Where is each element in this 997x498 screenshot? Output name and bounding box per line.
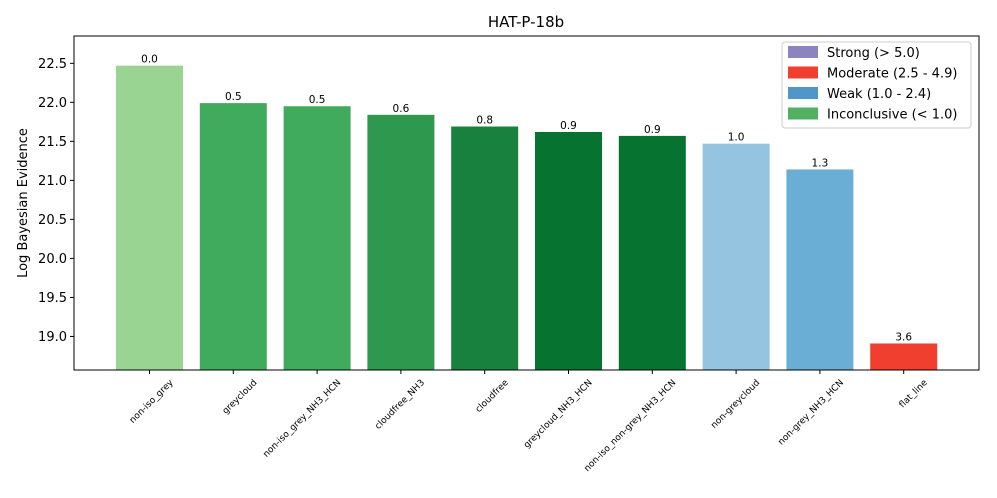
bar-cloudfree xyxy=(451,126,519,370)
bar-cloudfree_NH3 xyxy=(367,114,435,371)
y-tick-label: 22.5 xyxy=(38,57,67,72)
legend-swatch xyxy=(788,66,818,79)
x-tick-label: non-iso_grey xyxy=(128,378,176,426)
x-tick-label: cloudfree_NH3 xyxy=(373,378,427,432)
bar-value-label: 0.5 xyxy=(225,91,242,103)
y-tick-label: 21.5 xyxy=(38,135,67,150)
legend-label: Weak (1.0 - 2.4) xyxy=(827,87,931,102)
x-tick-label: greycloud xyxy=(221,378,260,417)
y-axis-ticks: 19.0 19.5 20.0 20.5 21.0 21.5 22.0 22.5 xyxy=(38,57,74,345)
bar-value-label: 0.9 xyxy=(560,120,577,132)
x-tick-label: flat_line xyxy=(898,378,930,410)
bar-value-label: 3.6 xyxy=(895,331,912,343)
bar-value-label: 1.0 xyxy=(728,132,745,144)
bar-non-greycloud xyxy=(702,143,770,370)
bar-value-label: 0.8 xyxy=(476,115,493,127)
y-axis-label: Log Bayesian Evidence xyxy=(16,128,31,278)
bar-non-grey_NH3_HCN xyxy=(786,169,854,370)
plot-frame xyxy=(73,35,980,371)
x-axis-ticks: non-iso_grey greycloud non-iso_grey_NH3_HC… xyxy=(128,370,930,474)
bar-value-label: 0.6 xyxy=(393,103,410,115)
legend: Strong (> 5.0) Moderate (2.5 - 4.9) Weak (… xyxy=(781,41,972,129)
bar-non-iso_grey_NH3_HCN xyxy=(283,106,351,370)
y-tick-label: 20.5 xyxy=(38,213,67,228)
chart-title: HAT-P-18b xyxy=(488,13,564,31)
bar-greycloud xyxy=(199,103,267,370)
bar-value-label: 1.3 xyxy=(812,157,829,169)
bar-labels-group: 0.0 0.5 0.5 0.6 0.8 0.9 0.9 1.0 1.3 3.6 xyxy=(141,54,912,344)
legend-swatch xyxy=(788,87,818,99)
x-tick-label: non-iso_non-grey_NH3_HCN xyxy=(583,378,679,474)
x-tick-label: greycloud_NH3_HCN xyxy=(522,378,594,450)
bar-non-iso_grey xyxy=(116,65,183,370)
x-tick-label: non-greycloud xyxy=(709,378,762,431)
legend-label: Moderate (2.5 - 4.9) xyxy=(827,67,957,82)
bar-value-label: 0.9 xyxy=(644,124,661,136)
legend-label: Inconclusive (< 1.0) xyxy=(827,108,957,123)
legend-box xyxy=(781,41,972,129)
bars-group xyxy=(116,65,938,371)
bar-greycloud_NH3_HCN xyxy=(535,131,602,370)
legend-swatch xyxy=(788,46,818,58)
y-tick-label: 19.0 xyxy=(38,330,67,345)
x-tick-label: non-iso_grey_NH3_HCN xyxy=(262,378,344,460)
bar-value-label: 0.5 xyxy=(309,94,326,106)
bar-flat_line xyxy=(870,343,938,370)
x-tick-label: cloudfree xyxy=(474,378,511,415)
legend-label: Strong (> 5.0) xyxy=(827,46,920,61)
y-tick-label: 21.0 xyxy=(38,174,67,189)
bar-value-label: 0.0 xyxy=(141,54,158,66)
legend-swatch xyxy=(788,107,818,120)
y-tick-label: 20.0 xyxy=(38,252,67,267)
x-tick-label: non-grey_NH3_HCN xyxy=(777,378,846,447)
bar-non-iso_non-grey_NH3_HCN xyxy=(618,135,686,370)
y-tick-label: 22.0 xyxy=(38,96,67,111)
y-tick-label: 19.5 xyxy=(38,291,67,306)
